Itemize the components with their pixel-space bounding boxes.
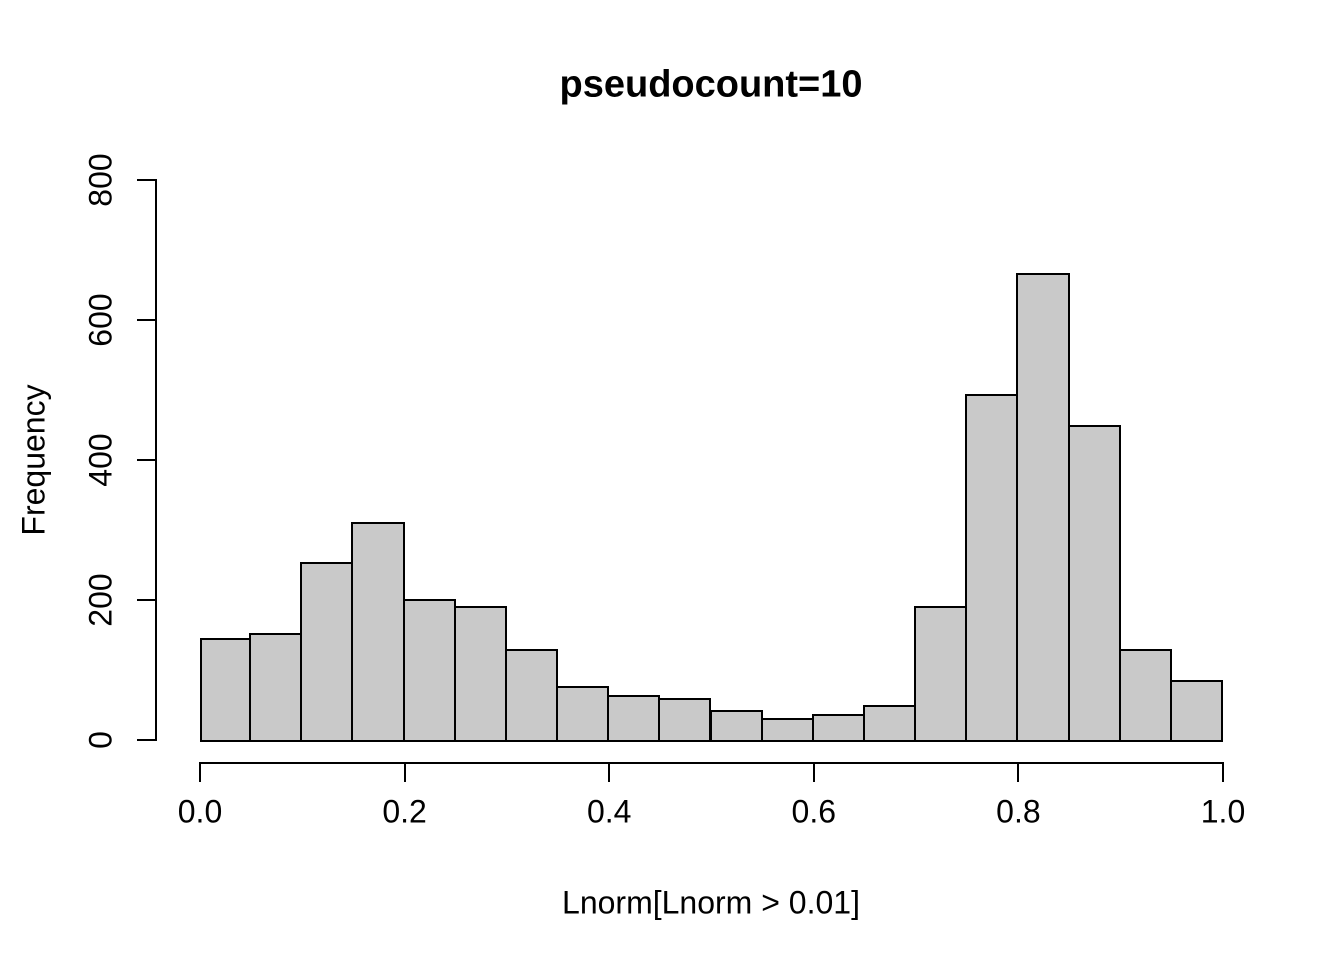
y-axis-label: Frequency bbox=[15, 384, 52, 536]
histogram-bar bbox=[300, 561, 354, 742]
x-tick bbox=[1017, 762, 1020, 782]
histogram-bar bbox=[1016, 273, 1070, 742]
histogram-bar bbox=[402, 599, 456, 742]
x-tick bbox=[199, 762, 201, 782]
histogram-bar bbox=[658, 698, 712, 742]
chart-title: pseudocount=10 bbox=[559, 63, 863, 106]
histogram-bar bbox=[862, 705, 917, 742]
y-tick-label: 600 bbox=[82, 293, 119, 347]
x-tick-label: 1.0 bbox=[1200, 793, 1246, 830]
y-tick bbox=[137, 599, 155, 601]
histogram-bar bbox=[1067, 425, 1121, 742]
x-tick bbox=[608, 762, 611, 782]
y-tick bbox=[137, 459, 155, 461]
y-tick-label: 200 bbox=[82, 573, 119, 627]
histogram-bar bbox=[351, 521, 405, 742]
y-tick bbox=[137, 739, 155, 741]
x-tick-label: 0.2 bbox=[382, 793, 427, 830]
x-tick-label: 0.4 bbox=[586, 793, 632, 830]
y-tick-label: 0 bbox=[82, 731, 119, 749]
x-tick-label: 0.0 bbox=[177, 793, 223, 830]
x-axis-line bbox=[199, 762, 1224, 764]
histogram-bar bbox=[504, 649, 559, 742]
x-tick bbox=[1222, 762, 1224, 782]
x-tick-label: 0.6 bbox=[791, 793, 837, 830]
x-tick-label: 0.8 bbox=[996, 793, 1041, 830]
histogram-bar bbox=[249, 632, 303, 742]
y-tick-label: 800 bbox=[82, 153, 119, 207]
histogram-bar bbox=[760, 718, 814, 742]
histogram-bar bbox=[709, 709, 763, 742]
y-tick bbox=[137, 179, 155, 181]
histogram-bar bbox=[607, 694, 661, 742]
histogram-bar bbox=[914, 605, 968, 742]
y-tick bbox=[137, 319, 155, 321]
histogram-bar bbox=[1169, 679, 1223, 742]
histogram-bar bbox=[811, 714, 865, 742]
y-axis-line bbox=[155, 179, 157, 741]
histogram-bar bbox=[453, 606, 507, 742]
x-tick bbox=[812, 762, 815, 782]
y-tick-label: 400 bbox=[82, 433, 119, 487]
x-tick bbox=[403, 762, 406, 782]
histogram-bar bbox=[200, 637, 252, 742]
histogram-bar bbox=[1118, 649, 1172, 742]
histogram-bar bbox=[556, 686, 610, 742]
x-axis-label: Lnorm[Lnorm > 0.01] bbox=[562, 884, 860, 921]
histogram-bar bbox=[965, 393, 1019, 742]
